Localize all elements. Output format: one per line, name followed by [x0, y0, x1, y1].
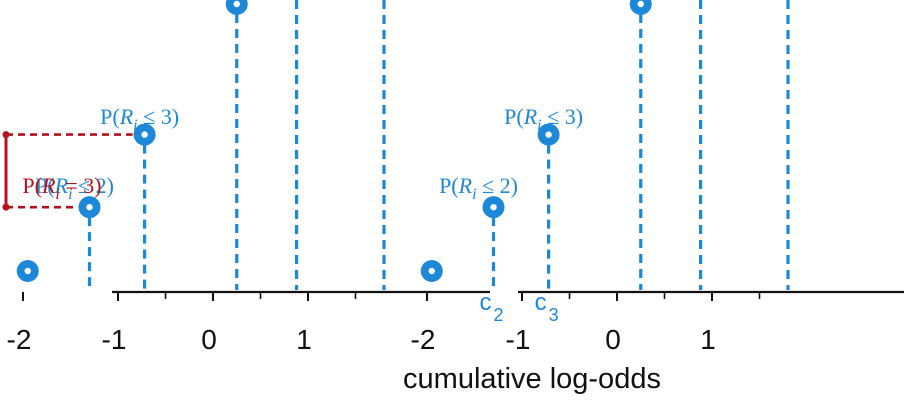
x-tick-label: 1 [296, 324, 312, 355]
cumulative-point-center [141, 131, 148, 138]
cumulative-point-center [24, 267, 31, 275]
cumulative-point [225, 0, 248, 15]
left-panel: -2 -1 0 1 P(Ri ≤ 3) P(Ri ≤ 2)P(Ri = 3) [2, 0, 490, 355]
cumulative-point-center [233, 0, 240, 8]
right-panel: -2 -1 0 1 P(Ri ≤ 3) P(Ri ≤ 2) c 2 c 3 [411, 0, 904, 355]
label-p-leq-3: P(Ri ≤ 3) [504, 104, 583, 134]
x-tick-label: 0 [201, 324, 217, 355]
cumulative-point-center [490, 203, 497, 211]
cumulative-point-center [637, 0, 644, 8]
cumulative-point-center [86, 203, 93, 211]
x-tick-label: -1 [506, 324, 531, 355]
cumulative-point [629, 0, 652, 15]
cumulative-point-center [428, 267, 435, 275]
label-p-leq-2: P(Ri ≤ 2) [35, 173, 114, 203]
label-p-leq-2: P(Ri ≤ 2) [439, 173, 518, 203]
x-axis-title: cumulative log-odds [403, 363, 661, 395]
cumulative-point-center [545, 131, 552, 138]
x-tick-label: 0 [605, 324, 621, 355]
label-p-eq-3: P(Ri = 3) [22, 173, 101, 203]
label-p-leq-3: P(Ri ≤ 3) [100, 104, 179, 134]
x-tick-label: 1 [700, 324, 716, 355]
x-tick-label: -2 [7, 324, 32, 355]
x-tick-label: -1 [102, 324, 127, 355]
x-tick-label: -2 [411, 324, 436, 355]
